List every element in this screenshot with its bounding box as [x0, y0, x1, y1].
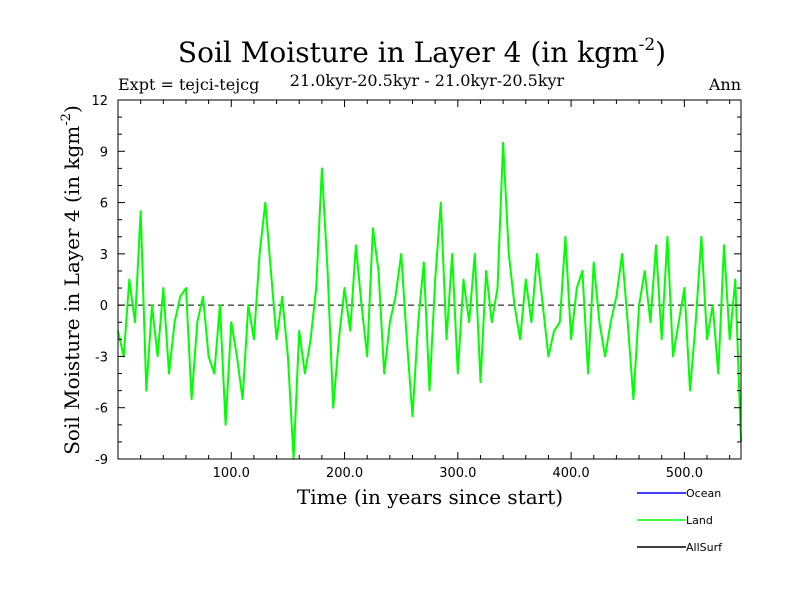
x-tick-label: 300.0 — [439, 466, 476, 481]
y-tick-label: -9 — [95, 453, 108, 468]
experiment-label: Expt = tejci-tejcg — [118, 75, 259, 94]
x-tick-label: 500.0 — [666, 466, 703, 481]
plot-frame — [117, 99, 742, 460]
y-tick-label: 3 — [100, 248, 108, 263]
period-label: 21.0kyr-20.5kyr - 21.0kyr-20.5kyr — [290, 71, 565, 90]
y-axis-label-superscript: -2 — [59, 113, 74, 126]
legend-label-allsurf: AllSurf — [686, 541, 723, 554]
x-tick-label: 100.0 — [213, 466, 250, 481]
y-tick-label: 12 — [91, 94, 108, 109]
legend-label-ocean: Ocean — [686, 487, 721, 500]
x-tick-label: 200.0 — [326, 466, 363, 481]
y-tick-label: 9 — [100, 145, 108, 160]
chart-title: Soil Moisture in Layer 4 (in kgm-2) — [178, 35, 666, 69]
season-label: Ann — [708, 75, 741, 94]
y-axis-label: Soil Moisture in Layer 4 (in kgm-2) — [59, 105, 84, 455]
legend-label-land: Land — [686, 514, 713, 527]
y-tick-label: -3 — [95, 350, 108, 365]
y-tick-label: 6 — [100, 197, 108, 212]
x-tick-label: 400.0 — [552, 466, 589, 481]
legend: Ocean Land AllSurf — [637, 487, 723, 554]
y-tick-label: 0 — [100, 299, 108, 314]
series-line-land — [117, 141, 742, 460]
y-tick-label: -6 — [95, 402, 108, 417]
x-axis-label: Time (in years since start) — [297, 485, 563, 509]
axis-ticks: -9 -6 -3 0 3 6 9 12 100.0 200.0 300.0 400.0 500.0 — [91, 94, 741, 481]
series-layer — [117, 141, 742, 460]
chart-title-superscript: -2 — [639, 35, 656, 55]
